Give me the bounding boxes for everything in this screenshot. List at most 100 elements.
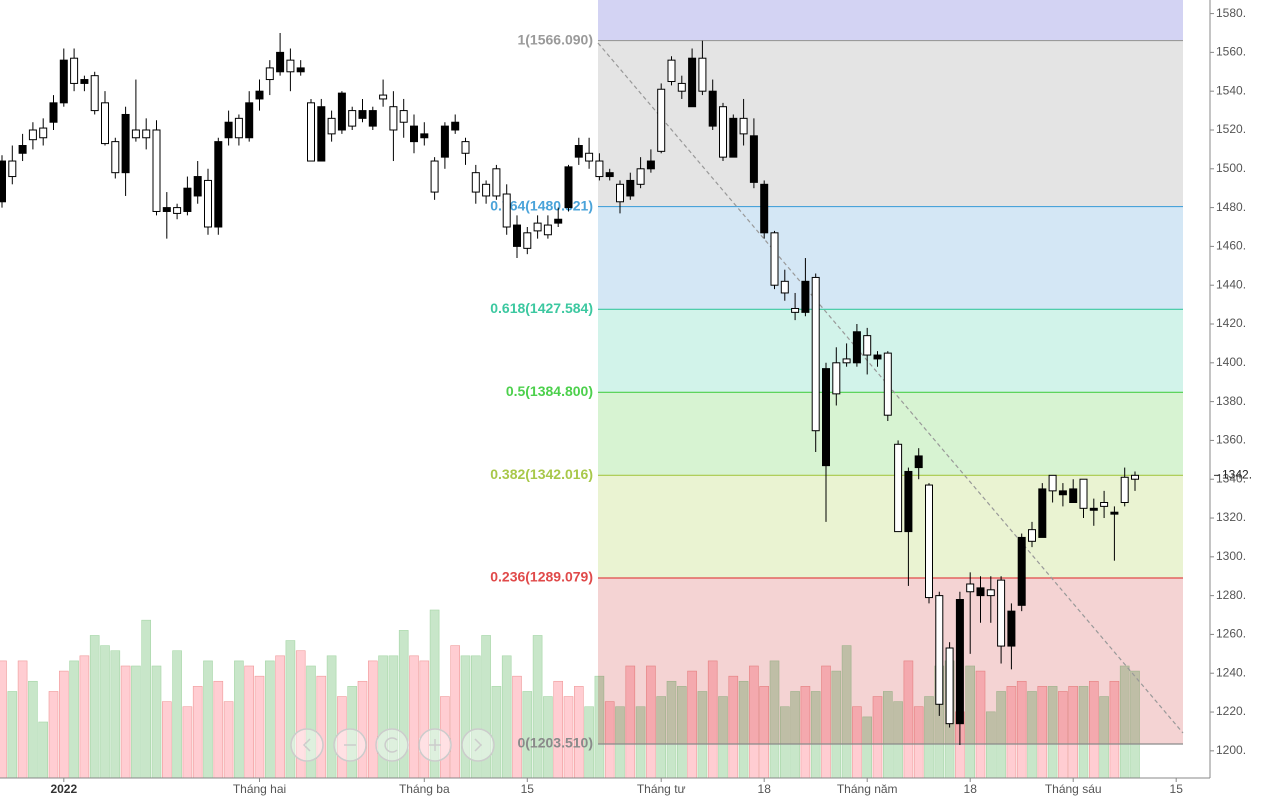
candle-body <box>667 59 676 82</box>
volume-bar <box>48 691 59 779</box>
candle-body <box>379 94 388 100</box>
candle-body <box>574 145 583 158</box>
volume-bar <box>120 665 131 779</box>
x-tick-label: 15 <box>1170 782 1184 796</box>
volume-bar <box>409 655 419 779</box>
reset-button[interactable] <box>375 728 409 762</box>
fib-label: 0.236(1289.079) <box>490 569 593 585</box>
candle-body <box>307 102 315 162</box>
fib-zone <box>598 0 1183 41</box>
y-tick-label: 1360. <box>1216 433 1246 447</box>
trend-line <box>597 42 1184 734</box>
fibonacci: 1(1566.090)0.764(1480.521)0.618(1427.584… <box>490 0 1183 751</box>
volume-bar <box>244 665 254 779</box>
volume-bar <box>367 660 378 779</box>
volume-bar <box>532 635 543 779</box>
candle-body <box>502 193 511 228</box>
volume-bar <box>38 721 49 779</box>
y-tick-label: 1420. <box>1216 316 1246 330</box>
candle-body <box>729 117 738 158</box>
candle-body <box>327 117 336 135</box>
volume-bar <box>573 686 584 779</box>
candle-body <box>945 647 954 725</box>
zoom-out-button[interactable] <box>333 728 367 762</box>
scroll-left-button[interactable] <box>290 728 324 762</box>
candle-body <box>801 280 810 313</box>
candle-body <box>410 125 418 143</box>
candles <box>0 32 1139 746</box>
volume-bar <box>460 655 471 779</box>
candle-body <box>616 183 624 203</box>
candle-body <box>863 335 872 356</box>
x-tick-label: Tháng tư <box>637 782 686 796</box>
volume-bar <box>28 680 38 779</box>
candle-body <box>780 280 789 294</box>
candle-body <box>698 57 707 92</box>
x-tick-label: Tháng ba <box>399 782 450 796</box>
candle-body <box>337 92 346 131</box>
candle-body <box>90 75 99 112</box>
candle-body <box>368 110 377 127</box>
zoom-in-button[interactable] <box>418 728 452 762</box>
candle-body <box>389 106 398 131</box>
candle-body <box>636 168 645 185</box>
volume-bar <box>357 680 368 779</box>
volume-bar <box>162 701 172 779</box>
volume-bar <box>151 665 162 779</box>
candle-body <box>1069 488 1078 503</box>
candle-body <box>904 470 913 533</box>
candle-body <box>317 106 326 162</box>
fib-zone <box>598 206 1183 310</box>
volume-bar <box>17 660 28 779</box>
candle-body <box>420 133 429 139</box>
x-tick-label: 15 <box>521 782 535 796</box>
candle-body <box>193 176 202 197</box>
candle-body <box>162 207 171 212</box>
candle-body <box>1079 478 1088 509</box>
candle-body <box>513 224 521 247</box>
volume-bar <box>419 660 430 779</box>
candle-body <box>1120 476 1129 503</box>
volume-bar <box>512 675 522 779</box>
candle-body <box>1048 474 1057 492</box>
candle-body <box>914 455 923 469</box>
candle-body <box>986 589 995 597</box>
volume-bar <box>264 660 275 779</box>
candle-body <box>1058 490 1067 496</box>
candle-body <box>935 595 944 705</box>
volume-bar <box>275 655 285 779</box>
y-tick-label: 1560. <box>1216 45 1246 59</box>
candle-body <box>925 484 933 599</box>
x-tick-label: 2022 <box>50 782 77 796</box>
candle-body <box>255 90 264 100</box>
fib-label: 0.382(1342.016) <box>490 466 593 482</box>
candle-body <box>677 82 686 92</box>
x-tick-label: 18 <box>964 782 978 796</box>
scroll-right-button[interactable] <box>461 728 495 762</box>
volume-bar <box>450 645 461 779</box>
y-tick-label: 1340. <box>1216 471 1246 485</box>
candle-body <box>80 79 89 84</box>
candle-body <box>204 179 212 228</box>
candle-body <box>348 110 357 127</box>
candle-body <box>70 57 79 84</box>
volume-bar <box>285 640 296 779</box>
candle-body <box>224 121 233 139</box>
candle-body <box>461 141 470 154</box>
candle-body <box>955 599 964 725</box>
volume-bar <box>7 691 18 779</box>
candle-body <box>966 583 975 593</box>
candle-body <box>554 218 563 224</box>
candle-body <box>399 110 408 123</box>
candle-body <box>894 443 903 533</box>
candle-body <box>430 160 439 193</box>
candle-body <box>883 352 892 416</box>
volume-bar <box>254 675 265 779</box>
volume-bar <box>100 645 110 779</box>
volume-bar <box>203 660 213 779</box>
volume-bar <box>234 660 244 779</box>
candle-body <box>173 207 182 214</box>
candle-body <box>708 90 717 127</box>
y-tick-label: 1200. <box>1216 743 1246 757</box>
